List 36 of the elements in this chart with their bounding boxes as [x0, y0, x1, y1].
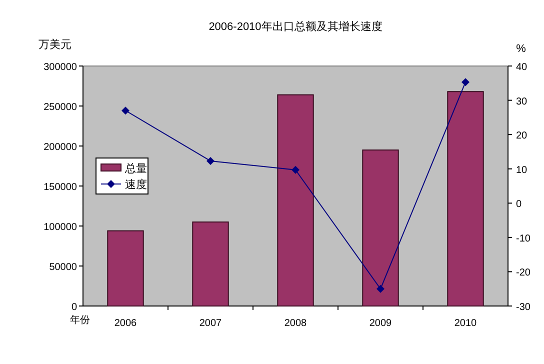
point [206, 156, 214, 165]
x-tick-label: 2010 [454, 318, 478, 329]
y2-tick-label: 10 [516, 164, 528, 176]
y2-tick-label: 20 [516, 130, 528, 142]
y-tick-label: 300000 [44, 62, 78, 73]
y-tick-label: 150000 [44, 182, 78, 193]
y-tick-label: 200000 [44, 142, 78, 153]
y2-tick-label: 0 [516, 199, 522, 210]
y2-tick-label: 40 [516, 62, 528, 73]
y-tick-label: 250000 [44, 102, 78, 113]
y-tick-label: 0 [71, 302, 78, 313]
y2-tick-label: -10 [516, 233, 531, 244]
y-tick-label: 100000 [44, 222, 78, 233]
y-tick-label: 50000 [49, 262, 78, 273]
x-tick-label: 2006 [114, 318, 138, 329]
point [292, 166, 300, 174]
x-tick-label: 2007 [199, 318, 222, 329]
bar [362, 150, 399, 306]
bar [277, 94, 314, 306]
legend-label: 速度 [125, 178, 147, 191]
y2-tick-label: -20 [516, 268, 531, 279]
bar [447, 91, 484, 306]
x-tick-label: 2008 [284, 318, 308, 329]
y-axis-title: 万美元 [38, 38, 72, 51]
x-tick-label: 2009 [369, 318, 392, 329]
y2-tick-label: -30 [516, 302, 531, 313]
legend-label: 总量 [124, 162, 147, 175]
bar [107, 230, 144, 306]
point [376, 284, 384, 293]
bar [192, 222, 229, 306]
y2-tick-label: 30 [516, 96, 528, 108]
x-axis-title: 年份 [70, 314, 90, 326]
point [462, 78, 470, 86]
point [122, 106, 130, 115]
chart-title: 2006-2010年出口总额及其增长速度 [208, 20, 382, 33]
y2-axis-title: % [516, 43, 526, 55]
